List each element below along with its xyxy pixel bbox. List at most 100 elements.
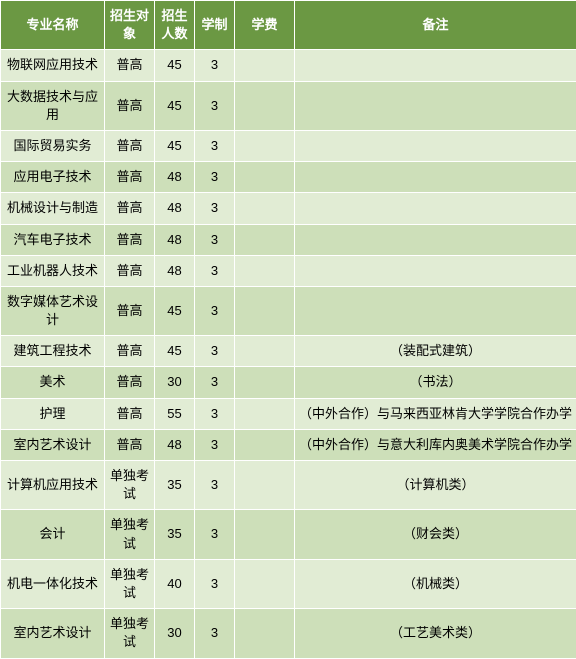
cell-fee (235, 398, 295, 429)
cell-target: 单独考试 (105, 559, 155, 608)
table-row: 建筑工程技术普高453（装配式建筑） (1, 336, 576, 367)
cell-note (295, 224, 576, 255)
cell-note (295, 130, 576, 161)
table-row: 应用电子技术普高483 (1, 162, 576, 193)
cell-name: 室内艺术设计 (1, 429, 105, 460)
cell-fee (235, 50, 295, 81)
table-row: 工业机器人技术普高483 (1, 255, 576, 286)
cell-name: 数字媒体艺术设计 (1, 286, 105, 335)
cell-target: 单独考试 (105, 609, 155, 658)
cell-fee (235, 81, 295, 130)
cell-system: 3 (195, 81, 235, 130)
table-row: 国际贸易实务普高453 (1, 130, 576, 161)
cell-system: 3 (195, 193, 235, 224)
cell-note: （计算机类） (295, 461, 576, 510)
cell-name: 室内艺术设计 (1, 609, 105, 658)
cell-note: （书法） (295, 367, 576, 398)
cell-count: 48 (155, 429, 195, 460)
cell-count: 45 (155, 286, 195, 335)
cell-fee (235, 461, 295, 510)
cell-system: 3 (195, 224, 235, 255)
cell-note (295, 50, 576, 81)
cell-fee (235, 510, 295, 559)
header-count: 招生人数 (155, 1, 195, 50)
cell-count: 35 (155, 461, 195, 510)
cell-target: 普高 (105, 398, 155, 429)
cell-note: （装配式建筑） (295, 336, 576, 367)
table-row: 美术普高303 （书法） (1, 367, 576, 398)
cell-note: （机械类） (295, 559, 576, 608)
cell-note (295, 286, 576, 335)
cell-fee (235, 286, 295, 335)
cell-note: （中外合作）与意大利库内奥美术学院合作办学 (295, 429, 576, 460)
cell-note: （中外合作）与马来西亚林肯大学学院合作办学 (295, 398, 576, 429)
cell-note (295, 193, 576, 224)
cell-fee (235, 609, 295, 658)
cell-count: 45 (155, 336, 195, 367)
cell-system: 3 (195, 162, 235, 193)
cell-name: 工业机器人技术 (1, 255, 105, 286)
cell-count: 45 (155, 130, 195, 161)
table-row: 物联网应用技术普高453 (1, 50, 576, 81)
header-system: 学制 (195, 1, 235, 50)
cell-note: （工艺美术类） (295, 609, 576, 658)
cell-count: 45 (155, 81, 195, 130)
header-note: 备注 (295, 1, 576, 50)
cell-target: 普高 (105, 162, 155, 193)
cell-system: 3 (195, 50, 235, 81)
cell-count: 40 (155, 559, 195, 608)
cell-name: 机械设计与制造 (1, 193, 105, 224)
table-row: 大数据技术与应用普高453 (1, 81, 576, 130)
cell-target: 单独考试 (105, 510, 155, 559)
cell-system: 3 (195, 429, 235, 460)
cell-fee (235, 162, 295, 193)
cell-count: 35 (155, 510, 195, 559)
cell-target: 普高 (105, 255, 155, 286)
table-row: 室内艺术设计单独考试303 （工艺美术类） (1, 609, 576, 658)
cell-system: 3 (195, 367, 235, 398)
cell-note (295, 255, 576, 286)
cell-target: 普高 (105, 286, 155, 335)
cell-system: 3 (195, 609, 235, 658)
cell-system: 3 (195, 559, 235, 608)
cell-system: 3 (195, 510, 235, 559)
cell-count: 30 (155, 367, 195, 398)
cell-name: 美术 (1, 367, 105, 398)
cell-count: 30 (155, 609, 195, 658)
cell-fee (235, 336, 295, 367)
cell-target: 普高 (105, 429, 155, 460)
cell-system: 3 (195, 255, 235, 286)
cell-name: 建筑工程技术 (1, 336, 105, 367)
cell-fee (235, 255, 295, 286)
cell-system: 3 (195, 336, 235, 367)
cell-note: （财会类） (295, 510, 576, 559)
cell-system: 3 (195, 286, 235, 335)
cell-fee (235, 224, 295, 255)
cell-count: 48 (155, 255, 195, 286)
header-name: 专业名称 (1, 1, 105, 50)
cell-count: 48 (155, 193, 195, 224)
header-fee: 学费 (235, 1, 295, 50)
cell-note (295, 81, 576, 130)
cell-target: 普高 (105, 81, 155, 130)
cell-name: 应用电子技术 (1, 162, 105, 193)
cell-target: 普高 (105, 367, 155, 398)
header-target: 招生对象 (105, 1, 155, 50)
cell-count: 48 (155, 162, 195, 193)
cell-fee (235, 367, 295, 398)
cell-system: 3 (195, 461, 235, 510)
cell-note (295, 162, 576, 193)
cell-count: 48 (155, 224, 195, 255)
cell-fee (235, 193, 295, 224)
cell-target: 普高 (105, 50, 155, 81)
cell-count: 45 (155, 50, 195, 81)
table-row: 计算机应用技术单独考试353（计算机类） (1, 461, 576, 510)
table-row: 会计单独考试353（财会类） (1, 510, 576, 559)
cell-name: 物联网应用技术 (1, 50, 105, 81)
table-row: 室内艺术设计普高483 （中外合作）与意大利库内奥美术学院合作办学 (1, 429, 576, 460)
admissions-table: 专业名称 招生对象 招生人数 学制 学费 备注 物联网应用技术普高453大数据技… (0, 0, 576, 659)
table-header: 专业名称 招生对象 招生人数 学制 学费 备注 (1, 1, 576, 50)
cell-name: 计算机应用技术 (1, 461, 105, 510)
cell-target: 普高 (105, 193, 155, 224)
cell-name: 汽车电子技术 (1, 224, 105, 255)
